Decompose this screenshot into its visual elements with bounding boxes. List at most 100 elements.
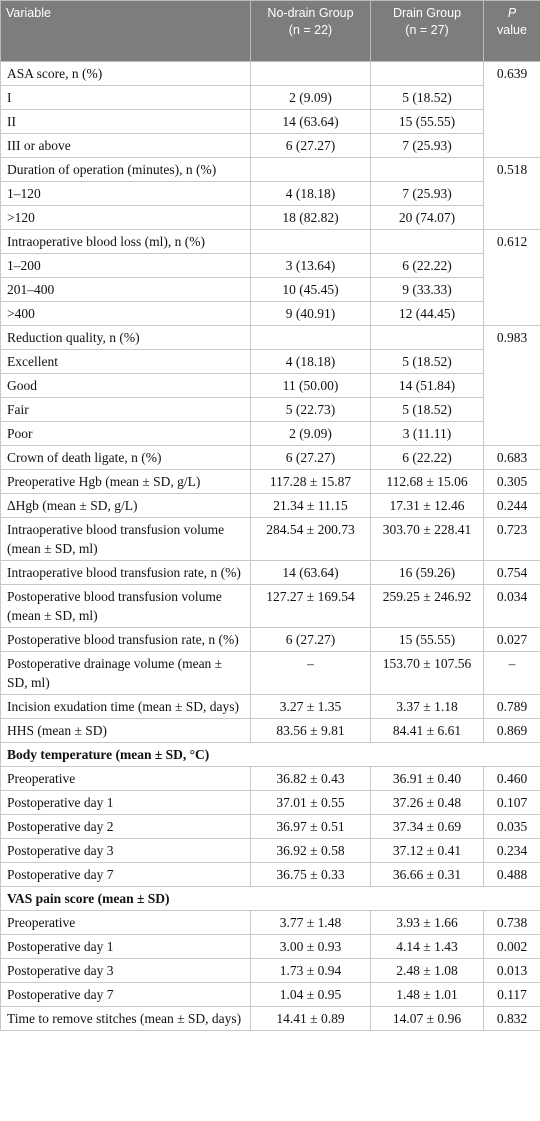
table-row: Preoperative 36.82 ± 0.43 36.91 ± 0.40 0.46…	[0, 766, 540, 791]
value-cell: 37.34 ± 0.69	[370, 814, 484, 839]
value-cell: 127.27 ± 169.54	[250, 584, 371, 628]
variable-cell: Duration of operation (minutes), n (%)	[0, 157, 251, 182]
p-value-cell: 0.460	[483, 766, 540, 791]
variable-cell: 201–400	[0, 277, 251, 302]
value-cell	[370, 325, 484, 350]
variable-cell: Incision exudation time (mean ± SD, days…	[0, 694, 251, 719]
table-row: >120 18 (82.82) 20 (74.07)	[0, 205, 540, 230]
p-value-cell: 0.488	[483, 862, 540, 887]
value-cell: 10 (45.45)	[250, 277, 371, 302]
value-cell: 36.91 ± 0.40	[370, 766, 484, 791]
data-table: Variable No-drain Group (n = 22) Drain Gr…	[0, 0, 540, 1031]
value-cell: 303.70 ± 228.41	[370, 517, 484, 561]
table-row: Postoperative blood transfusion volume (…	[0, 584, 540, 628]
variable-cell: ASA score, n (%)	[0, 61, 251, 86]
value-cell: 36.82 ± 0.43	[250, 766, 371, 791]
section-cell: VAS pain score (mean ± SD)	[0, 886, 540, 911]
value-cell: 2 (9.09)	[250, 85, 371, 110]
value-cell: 84.41 ± 6.61	[370, 718, 484, 743]
p-value-cell: 0.754	[483, 560, 540, 585]
p-value-cell: 0.612	[483, 229, 540, 326]
table-row: >400 9 (40.91) 12 (44.45)	[0, 301, 540, 326]
p-value-cell: 0.035	[483, 814, 540, 839]
table-row: Postoperative day 2 36.97 ± 0.51 37.34 ± 0…	[0, 814, 540, 839]
value-cell: 37.01 ± 0.55	[250, 790, 371, 815]
value-cell: 37.12 ± 0.41	[370, 838, 484, 863]
value-cell: 12 (44.45)	[370, 301, 484, 326]
value-cell: 2.48 ± 1.08	[370, 958, 484, 983]
value-cell: 5 (18.52)	[370, 85, 484, 110]
p-value-cell: 0.738	[483, 910, 540, 935]
value-cell: 15 (55.55)	[370, 627, 484, 652]
table-row: HHS (mean ± SD) 83.56 ± 9.81 84.41 ± 6.61 0…	[0, 718, 540, 743]
table-row: Postoperative day 1 37.01 ± 0.55 37.26 ± 0…	[0, 790, 540, 815]
value-cell: 6 (27.27)	[250, 445, 371, 470]
variable-cell: Postoperative blood transfusion rate, n …	[0, 627, 251, 652]
variable-cell: I	[0, 85, 251, 110]
variable-cell: III or above	[0, 133, 251, 158]
value-cell: 6 (22.22)	[370, 445, 484, 470]
variable-cell: Postoperative day 7	[0, 982, 251, 1007]
value-cell: 14 (63.64)	[250, 560, 371, 585]
value-cell	[370, 229, 484, 254]
p-value-cell: 0.983	[483, 325, 540, 446]
variable-cell: Intraoperative blood transfusion rate, n…	[0, 560, 251, 585]
value-cell: 20 (74.07)	[370, 205, 484, 230]
p-value-cell: 0.305	[483, 469, 540, 494]
table-row: Intraoperative blood transfusion volume …	[0, 517, 540, 561]
value-cell: 3.27 ± 1.35	[250, 694, 371, 719]
table-body: ASA score, n (%) 0.639 I 2 (9.09) 5 (18.52) I…	[0, 61, 540, 1031]
variable-cell: Postoperative day 3	[0, 838, 251, 863]
p-value-cell: 0.244	[483, 493, 540, 518]
value-cell: 36.97 ± 0.51	[250, 814, 371, 839]
value-cell: 1.04 ± 0.95	[250, 982, 371, 1007]
value-cell	[250, 61, 371, 86]
value-cell: 18 (82.82)	[250, 205, 371, 230]
value-cell: 3.37 ± 1.18	[370, 694, 484, 719]
p-value-cell: 0.518	[483, 157, 540, 230]
p-value-cell: 0.013	[483, 958, 540, 983]
p-value-cell: 0.034	[483, 584, 540, 628]
header-text: Variable	[6, 6, 51, 20]
table-row: Postoperative day 7 36.75 ± 0.33 36.66 ± 0…	[0, 862, 540, 887]
header-text: Drain Group	[392, 6, 462, 20]
variable-cell: Preoperative	[0, 910, 251, 935]
value-cell: 11 (50.00)	[250, 373, 371, 398]
table-row: Intraoperative blood loss (ml), n (%) 0.6…	[0, 229, 540, 326]
table-row: Postoperative day 3 1.73 ± 0.94 2.48 ± 1.0…	[0, 958, 540, 983]
value-cell: 15 (55.55)	[370, 109, 484, 134]
table-row: Postoperative day 3 36.92 ± 0.58 37.12 ± 0…	[0, 838, 540, 863]
value-cell: 5 (22.73)	[250, 397, 371, 422]
variable-cell: Crown of death ligate, n (%)	[0, 445, 251, 470]
variable-cell: Postoperative day 3	[0, 958, 251, 983]
value-cell: 14.07 ± 0.96	[370, 1006, 484, 1031]
table-row: Excellent 4 (18.18) 5 (18.52)	[0, 349, 540, 374]
value-cell: 4.14 ± 1.43	[370, 934, 484, 959]
value-cell: –	[250, 651, 371, 695]
value-cell	[250, 157, 371, 182]
value-cell: 153.70 ± 107.56	[370, 651, 484, 695]
value-cell: 14.41 ± 0.89	[250, 1006, 371, 1031]
variable-cell: Postoperative drainage volume (mean ± SD…	[0, 651, 251, 695]
p-value-cell: 0.107	[483, 790, 540, 815]
value-cell: 117.28 ± 15.87	[250, 469, 371, 494]
value-cell: 16 (59.26)	[370, 560, 484, 585]
variable-cell: Preoperative	[0, 766, 251, 791]
p-value-cell: 0.234	[483, 838, 540, 863]
variable-cell: Postoperative day 1	[0, 790, 251, 815]
header-cell: Variable	[0, 0, 251, 62]
variable-cell: Preoperative Hgb (mean ± SD, g/L)	[0, 469, 251, 494]
table-row: Poor 2 (9.09) 3 (11.11)	[0, 421, 540, 446]
value-cell: 17.31 ± 12.46	[370, 493, 484, 518]
table-row: Incision exudation time (mean ± SD, days…	[0, 694, 540, 719]
table-row: ΔHgb (mean ± SD, g/L) 21.34 ± 11.15 17.31 …	[0, 493, 540, 518]
table-row: Postoperative blood transfusion rate, n …	[0, 627, 540, 652]
header-text: (n = 22)	[288, 23, 333, 37]
p-value-cell: 0.789	[483, 694, 540, 719]
p-value-cell: 0.117	[483, 982, 540, 1007]
value-cell: 4 (18.18)	[250, 181, 371, 206]
variable-cell: Postoperative day 2	[0, 814, 251, 839]
p-value-cell: –	[483, 651, 540, 695]
value-cell: 3.00 ± 0.93	[250, 934, 371, 959]
